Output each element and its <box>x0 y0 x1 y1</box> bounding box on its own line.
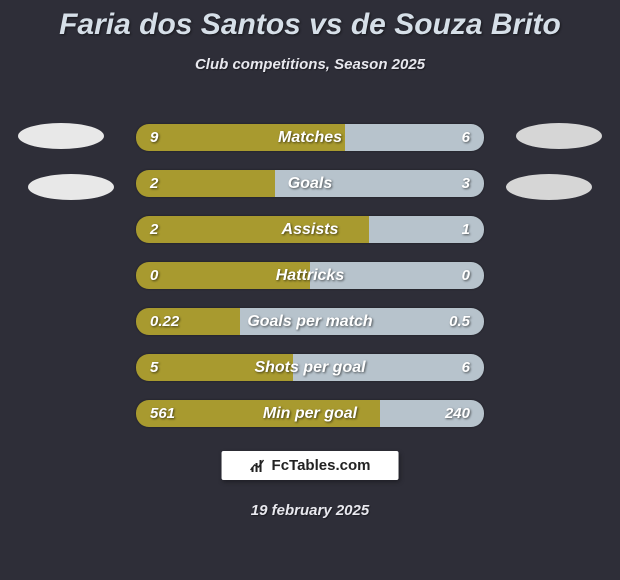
stat-label: Hattricks <box>136 262 484 289</box>
stat-row: Matches9 6 <box>136 124 484 151</box>
player-right-badge-2 <box>506 174 592 200</box>
stat-value-right: 6 <box>462 124 470 151</box>
stat-value-right: 6 <box>462 354 470 381</box>
stat-row: Hattricks0 0 <box>136 262 484 289</box>
stat-row: Min per goal561 240 <box>136 400 484 427</box>
stat-value-left: 0.22 <box>150 308 179 335</box>
stat-row: Shots per goal5 6 <box>136 354 484 381</box>
stat-value-left: 2 <box>150 216 158 243</box>
subtitle: Club competitions, Season 2025 <box>0 56 620 73</box>
stat-value-left: 9 <box>150 124 158 151</box>
stat-label: Goals <box>136 170 484 197</box>
chart-icon <box>250 458 266 474</box>
page-title: Faria dos Santos vs de Souza Brito <box>0 0 620 42</box>
stat-value-right: 3 <box>462 170 470 197</box>
stat-label: Goals per match <box>136 308 484 335</box>
stat-row: Goals2 3 <box>136 170 484 197</box>
stat-label: Assists <box>136 216 484 243</box>
stat-value-left: 561 <box>150 400 175 427</box>
player-left-badge-2 <box>28 174 114 200</box>
attribution-badge: FcTables.com <box>222 451 399 480</box>
attribution-text: FcTables.com <box>272 457 371 474</box>
stat-row: Assists2 1 <box>136 216 484 243</box>
stats-container: Matches96Goals23Assists21Hattricks00Goal… <box>136 124 484 446</box>
player-left-badge-1 <box>18 123 104 149</box>
stat-label: Shots per goal <box>136 354 484 381</box>
stat-value-left: 2 <box>150 170 158 197</box>
stat-value-right: 0 <box>462 262 470 289</box>
stat-value-left: 0 <box>150 262 158 289</box>
stat-value-left: 5 <box>150 354 158 381</box>
stat-label: Min per goal <box>136 400 484 427</box>
player-right-badge-1 <box>516 123 602 149</box>
date-label: 19 february 2025 <box>0 502 620 519</box>
stat-value-right: 0.5 <box>449 308 470 335</box>
stat-value-right: 240 <box>445 400 470 427</box>
stat-label: Matches <box>136 124 484 151</box>
stat-value-right: 1 <box>462 216 470 243</box>
stat-row: Goals per match0.22 0.5 <box>136 308 484 335</box>
